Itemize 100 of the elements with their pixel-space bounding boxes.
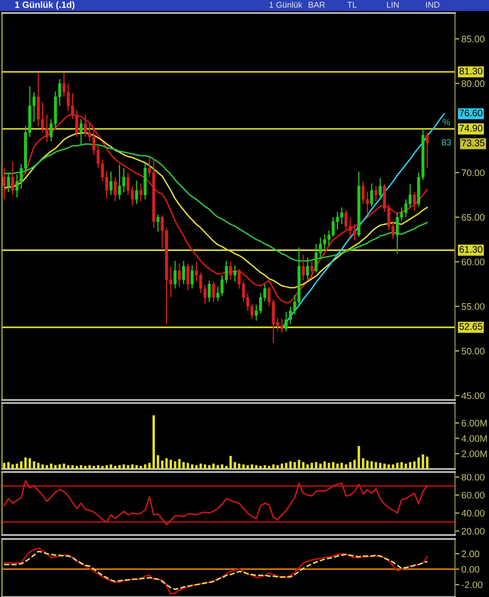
bar [191, 464, 194, 469]
bar [255, 465, 258, 469]
bar [96, 465, 100, 469]
candlestick [174, 260, 177, 290]
candlestick [156, 214, 160, 232]
bar [144, 464, 146, 469]
bar [216, 465, 219, 469]
y-tick-label: 50.00 [462, 348, 485, 354]
candlestick [332, 216, 335, 238]
candlestick [11, 161, 14, 196]
bar [264, 465, 266, 469]
candlestick [229, 261, 232, 280]
bar [7, 462, 10, 469]
bar [225, 466, 228, 469]
bar [332, 462, 334, 469]
candlestick [426, 132, 429, 169]
y-tick-label: 80.00 [462, 80, 485, 87]
bar [67, 465, 70, 469]
text: BAR [308, 2, 325, 8]
candlestick [310, 259, 314, 278]
text: IND [426, 2, 440, 8]
candlestick [404, 198, 408, 218]
bar [310, 462, 314, 469]
bar [88, 465, 91, 469]
bar [418, 457, 420, 469]
candlestick [348, 216, 352, 238]
bar [92, 466, 96, 469]
candlestick [362, 180, 365, 204]
bar [174, 461, 176, 469]
y-tick-label: 85.00 [462, 36, 485, 42]
bar [2, 462, 6, 469]
annotation: % [442, 118, 450, 126]
candlestick [109, 171, 112, 196]
candlestick [370, 182, 374, 208]
bar [50, 464, 52, 469]
candlestick [139, 182, 142, 202]
y-tick-label: 2.00M [462, 450, 487, 458]
bar [358, 446, 360, 469]
candlestick [114, 176, 117, 202]
bar [135, 465, 138, 469]
candlestick [186, 263, 190, 291]
bar [285, 462, 288, 469]
candlestick [36, 72, 40, 127]
y-tick-label: -2.00 [462, 581, 482, 588]
bar [400, 462, 403, 469]
bar [84, 466, 87, 469]
y-tick-label: 45.00 [461, 392, 485, 400]
bar [76, 466, 78, 469]
text: 1 Günlük (.1d) [15, 1, 74, 10]
bar [319, 464, 322, 469]
bar [131, 464, 134, 469]
candlestick [6, 172, 10, 193]
candlestick [306, 256, 310, 280]
bar [272, 464, 275, 469]
bar [170, 460, 172, 469]
y-tick-label: 65.00 [462, 214, 485, 221]
candlestick [135, 180, 138, 204]
candlestick [340, 206, 344, 225]
bar [413, 461, 416, 469]
bar [268, 466, 270, 469]
candlestick [208, 280, 211, 302]
y-tick-label: 40.00 [461, 510, 485, 517]
y-tick-label: 6.00M [462, 420, 487, 426]
bar [379, 462, 382, 469]
bar [41, 464, 44, 469]
candlestick [233, 264, 236, 282]
bar [12, 464, 14, 469]
bar [370, 461, 373, 469]
y-tick-label: 55.00 [462, 303, 485, 310]
bar [280, 464, 284, 469]
bar [426, 456, 428, 469]
bar [238, 464, 240, 469]
candlestick [199, 272, 202, 294]
bar [161, 460, 164, 469]
y-tick-label: 60.00 [462, 258, 485, 266]
bar [208, 465, 210, 469]
ref-line-label: 81.30 [459, 68, 482, 74]
y-tick-label: 20.00 [462, 528, 485, 535]
candlestick [344, 210, 348, 230]
candlestick [374, 185, 378, 202]
ref-line-label: 74.90 [460, 124, 482, 132]
candlestick [126, 172, 130, 196]
candlestick [323, 234, 326, 251]
candlestick [122, 168, 126, 193]
candlestick [378, 177, 382, 200]
bar [314, 462, 318, 469]
bar [404, 464, 408, 469]
candlestick [284, 311, 288, 332]
ref-line-label: 61.30 [460, 246, 482, 253]
candlestick [212, 280, 216, 302]
candlestick [80, 118, 83, 145]
bar [362, 458, 364, 469]
y-tick-label: 2.00 [462, 550, 480, 558]
bar [58, 464, 61, 469]
bar [140, 466, 142, 469]
bar [246, 465, 249, 469]
y-tick-label: 60.00 [462, 492, 485, 499]
bar [182, 462, 185, 469]
bar [178, 459, 181, 469]
candlestick [182, 260, 186, 285]
